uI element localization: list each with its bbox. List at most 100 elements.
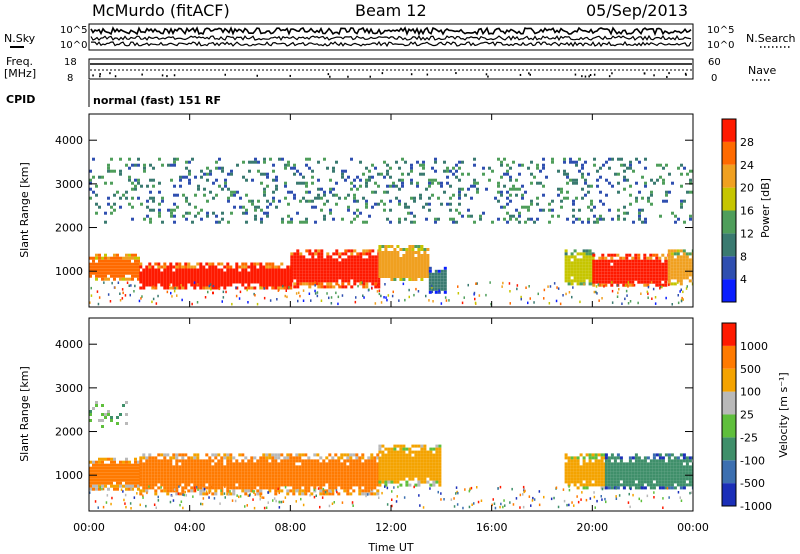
echo-cell (143, 166, 146, 170)
echo-cell (519, 493, 522, 497)
echo-cell (685, 471, 689, 475)
echo-cell (329, 285, 333, 289)
echo-cell (437, 490, 439, 494)
echo-cell (376, 465, 380, 469)
echo-cell (594, 480, 598, 484)
echo-cell (317, 282, 321, 286)
echo-cell (230, 193, 233, 197)
echo-cell (668, 496, 670, 499)
echo-cell (497, 157, 500, 161)
echo-cell (326, 276, 330, 280)
echo-cell (634, 453, 638, 457)
echo-cell (136, 492, 138, 495)
echo-cell (102, 487, 105, 491)
echo-cell (241, 283, 245, 287)
echo-cell (289, 282, 291, 285)
echo-cell (362, 279, 366, 283)
echo-cell (655, 265, 659, 269)
echo-cell (634, 253, 638, 257)
echo-cell (217, 477, 221, 481)
echo-cell (215, 160, 218, 164)
echo-cell (344, 196, 347, 200)
echo-cell (435, 468, 439, 472)
echo-cell (337, 474, 341, 478)
echo-cell (616, 456, 620, 460)
echo-cell (244, 471, 248, 475)
echo-cell (142, 474, 146, 478)
echo-cell (608, 157, 611, 161)
echo-cell (277, 283, 281, 287)
echo-cell (373, 456, 377, 460)
echo-cell (290, 279, 294, 283)
echo-cell (322, 487, 325, 491)
echo-cell (244, 274, 248, 278)
echo-cell (265, 462, 269, 466)
echo-cell (399, 465, 403, 469)
echo-cell (157, 294, 159, 298)
echo-cell (323, 285, 327, 289)
echo-cell (384, 465, 388, 469)
echo-cell (208, 474, 212, 478)
echo-cell (293, 264, 297, 268)
echo-cell (319, 505, 321, 509)
echo-cell (414, 459, 418, 463)
echo-cell (622, 259, 626, 263)
echo-cell (682, 298, 684, 301)
echo-cell (686, 190, 689, 194)
echo-cell (655, 259, 659, 263)
echo-cell (149, 190, 152, 194)
echo-cell (613, 280, 617, 284)
echo-cell (592, 277, 596, 281)
echo-cell (579, 483, 583, 487)
echo-cell (238, 277, 242, 281)
echo-cell (350, 267, 354, 271)
echo-cell (281, 220, 284, 224)
echo-cell (241, 265, 245, 269)
echo-cell (169, 268, 173, 272)
echo-cell (205, 480, 209, 484)
echo-cell (509, 501, 511, 504)
echo-cell (685, 483, 689, 487)
echo-cell (157, 471, 161, 475)
echo-cell (253, 506, 256, 510)
echo-cell (500, 163, 503, 167)
nave-dot (141, 73, 143, 76)
echo-cell (185, 211, 188, 215)
echo-cell (314, 281, 316, 284)
echo-cell (649, 265, 653, 269)
echo-cell (140, 297, 142, 300)
echo-cell (607, 465, 611, 469)
echo-cell (643, 462, 647, 466)
echo-cell (527, 166, 530, 170)
echo-cell (512, 184, 515, 188)
echo-cell (365, 273, 369, 277)
echo-cell (104, 220, 107, 224)
echo-cell (107, 293, 110, 296)
echo-cell (582, 471, 586, 475)
echo-cell (172, 265, 176, 269)
echo-cell (597, 453, 601, 457)
echo-cell (440, 287, 444, 291)
echo-cell (679, 279, 683, 283)
echo-cell (610, 253, 614, 257)
echo-cell (414, 245, 418, 248)
echo-cell (95, 481, 98, 485)
echo-cell (408, 462, 412, 466)
echo-cell (594, 459, 598, 463)
echo-cell (619, 483, 623, 487)
echo-cell (600, 480, 604, 484)
echo-cell (265, 486, 269, 490)
echo-cell (361, 456, 365, 460)
echo-cell (585, 477, 589, 481)
echo-cell (214, 477, 218, 481)
echo-cell (396, 480, 400, 484)
echo-cell (148, 274, 152, 278)
echo-cell (617, 217, 620, 221)
echo-cell (368, 252, 372, 256)
echo-cell (414, 257, 418, 260)
nave-dot (224, 73, 226, 76)
echo-cell (343, 462, 347, 466)
echo-cell (588, 465, 592, 469)
echo-cell (438, 468, 442, 472)
echo-cell (286, 283, 290, 287)
